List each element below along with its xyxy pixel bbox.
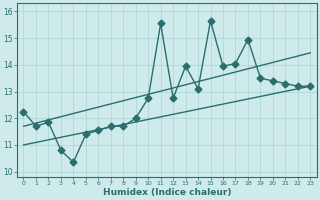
X-axis label: Humidex (Indice chaleur): Humidex (Indice chaleur) (103, 188, 231, 197)
